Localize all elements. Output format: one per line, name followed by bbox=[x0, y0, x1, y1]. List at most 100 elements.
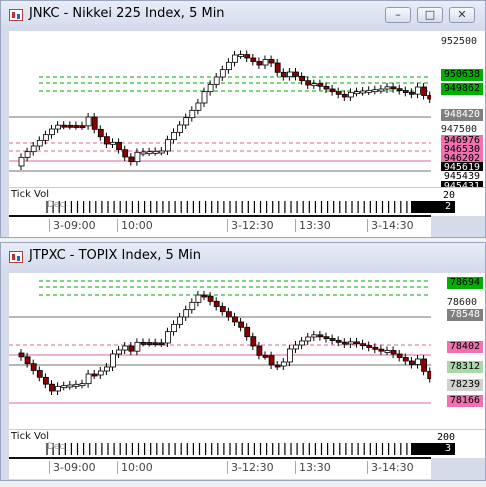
candle-body bbox=[366, 89, 373, 93]
candle-body bbox=[427, 370, 431, 380]
candle-body bbox=[390, 86, 397, 90]
candle-body bbox=[195, 102, 202, 111]
candle-body bbox=[79, 125, 86, 129]
candle-body bbox=[244, 326, 251, 338]
candle-body bbox=[158, 150, 165, 154]
candle-body bbox=[305, 80, 312, 86]
candle-body bbox=[61, 124, 68, 128]
volume-tick: 20 bbox=[442, 190, 455, 201]
time-label: 3-14:30 bbox=[367, 219, 414, 232]
nikkei-chart-window[interactable]: JNKC - Nikkei 225 Index, 5 Min – □ ✕ 952… bbox=[0, 0, 486, 238]
candle-body bbox=[415, 358, 421, 365]
candle-body bbox=[36, 139, 43, 147]
candle-body bbox=[305, 336, 312, 342]
candle-body bbox=[73, 125, 80, 128]
candle-body bbox=[122, 149, 129, 158]
candle-body bbox=[384, 350, 391, 353]
price-plot[interactable] bbox=[9, 31, 431, 187]
candle-body bbox=[299, 340, 306, 346]
price-tick: 947500 bbox=[440, 124, 477, 135]
title-bar[interactable]: JTPXC - TOPIX Index, 5 Min bbox=[1, 243, 485, 271]
candle-body bbox=[402, 90, 409, 93]
candle-body bbox=[408, 91, 415, 95]
price-plot[interactable] bbox=[9, 273, 431, 429]
chart-app-icon bbox=[9, 251, 23, 263]
price-label: 950638 bbox=[440, 69, 483, 81]
candle-body bbox=[36, 370, 43, 378]
candle-body bbox=[372, 346, 379, 350]
maximize-button[interactable]: □ bbox=[417, 7, 443, 23]
candle-body bbox=[311, 334, 318, 338]
candle-body bbox=[104, 366, 110, 372]
candle-body bbox=[116, 349, 122, 355]
candle-body bbox=[293, 71, 299, 77]
time-axis[interactable]: 3-09:00 10:00 3-12:30 13:30 3-14:30 bbox=[9, 457, 431, 479]
candle-body bbox=[219, 69, 226, 78]
topix-chart-window[interactable]: JTPXC - TOPIX Index, 5 Min 78600 78694 7… bbox=[0, 242, 486, 481]
time-label: 10:00 bbox=[117, 219, 153, 232]
candle-body bbox=[225, 61, 232, 71]
candle-body bbox=[341, 93, 348, 98]
candle-body bbox=[55, 124, 61, 130]
candle-body bbox=[61, 385, 68, 389]
candle-body bbox=[280, 71, 287, 78]
price-label: 78402 bbox=[446, 341, 483, 353]
candle-body bbox=[299, 75, 306, 82]
candle-body bbox=[134, 341, 141, 352]
candle-body bbox=[24, 356, 31, 365]
time-axis[interactable]: 3-09:00 10:00 3-12:30 13:30 3-14:30 bbox=[9, 215, 431, 237]
candle-body bbox=[317, 83, 324, 87]
candle-body bbox=[213, 300, 220, 307]
time-label: 3-09:00 bbox=[49, 219, 96, 232]
candle-body bbox=[79, 383, 86, 387]
candle-body bbox=[152, 150, 159, 154]
minimize-button[interactable]: – bbox=[385, 7, 411, 23]
price-label: 78694 bbox=[446, 277, 483, 289]
candle-body bbox=[18, 352, 25, 358]
price-axis[interactable]: 952500 947500 945000 950638 949862 94842… bbox=[431, 31, 485, 193]
candle-body bbox=[360, 90, 367, 94]
candle-body bbox=[408, 360, 415, 365]
candle-body bbox=[140, 341, 147, 345]
price-label: 78312 bbox=[446, 361, 483, 373]
candle-body bbox=[354, 91, 360, 95]
candle-body bbox=[116, 141, 122, 151]
price-axis[interactable]: 78600 78694 78548 78402 78312 78239 7816… bbox=[431, 273, 485, 429]
candle-body bbox=[262, 59, 269, 66]
candle-body bbox=[201, 294, 208, 298]
candle-body bbox=[158, 342, 165, 346]
candle-body bbox=[378, 348, 385, 352]
candle-body bbox=[164, 139, 171, 152]
candle-body bbox=[421, 86, 428, 96]
candle-body bbox=[311, 83, 318, 87]
price-label: 78548 bbox=[446, 309, 483, 321]
candle-body bbox=[177, 124, 184, 133]
volume-value: 3 bbox=[411, 443, 455, 455]
price-tick: 78600 bbox=[446, 297, 477, 308]
candle-body bbox=[421, 358, 428, 372]
candle-body bbox=[317, 334, 324, 338]
candle-body bbox=[85, 373, 92, 385]
volume-panel[interactable]: Tick Vol Dec 200 3 bbox=[9, 429, 485, 458]
close-button[interactable]: ✕ bbox=[449, 7, 475, 23]
candle-body bbox=[286, 71, 293, 78]
candle-body bbox=[329, 338, 336, 341]
candle-body bbox=[256, 345, 263, 356]
candle-body bbox=[360, 343, 367, 347]
candle-body bbox=[146, 342, 153, 345]
candle-body bbox=[232, 54, 238, 63]
time-label: 3-09:00 bbox=[49, 461, 96, 474]
window-title: JNKC - Nikkei 225 Index, 5 Min bbox=[29, 6, 225, 21]
candle-body bbox=[122, 345, 129, 351]
candle-body bbox=[164, 331, 171, 344]
candle-body bbox=[262, 354, 269, 358]
candle-body bbox=[152, 342, 159, 346]
candle-body bbox=[189, 109, 196, 119]
candle-body bbox=[67, 124, 74, 128]
candle-body bbox=[402, 357, 409, 362]
title-bar[interactable]: JNKC - Nikkei 225 Index, 5 Min – □ ✕ bbox=[1, 1, 485, 29]
candle-body bbox=[274, 364, 281, 368]
candle-body bbox=[354, 341, 360, 345]
volume-panel[interactable]: Tick Vol Dec 20 2 bbox=[9, 187, 485, 216]
candle-body bbox=[43, 376, 49, 385]
